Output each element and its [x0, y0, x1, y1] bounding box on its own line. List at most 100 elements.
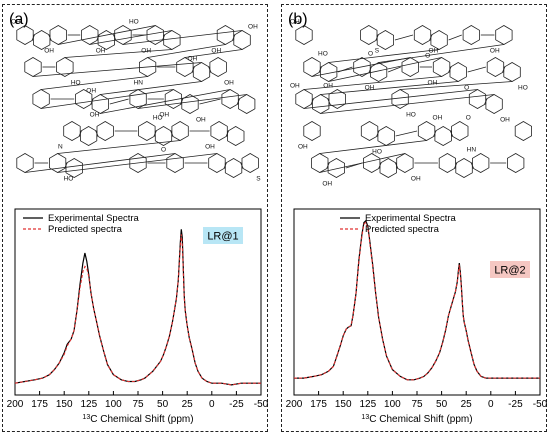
bond-line: [378, 162, 382, 169]
aromatic-ring-icon: [238, 94, 256, 114]
sample-badge: [490, 261, 530, 278]
x-tick-label: -25: [229, 399, 244, 410]
bond-line: [96, 34, 100, 41]
bond-line: [319, 153, 405, 173]
aromatic-ring-icon: [96, 121, 114, 141]
x-tick-label: 150: [56, 399, 73, 410]
bond-line: [318, 66, 322, 73]
bond-line: [31, 34, 35, 41]
aromatic-ring-icon: [486, 57, 505, 77]
aromatic-ring-icon: [138, 121, 156, 141]
x-tick-label: 50: [436, 399, 448, 410]
atom-label: HN: [134, 80, 144, 87]
atom-label: HO: [71, 80, 81, 87]
atom-label: S: [375, 48, 380, 55]
bond-line: [303, 89, 478, 109]
bond-line: [147, 44, 226, 58]
x-tick-label: 175: [310, 399, 327, 410]
aromatic-ring-icon: [514, 121, 533, 141]
sample-badge-label: LR@1: [207, 231, 238, 243]
aromatic-ring-icon: [91, 94, 109, 114]
bond-line: [162, 34, 166, 41]
x-tick-label: 200: [286, 399, 303, 410]
bond-line: [337, 66, 353, 73]
aromatic-ring-icon: [391, 89, 409, 109]
bond-line: [64, 49, 172, 58]
x-tick-label: -25: [508, 399, 523, 410]
bond-line: [310, 98, 314, 105]
bond-line: [395, 130, 418, 137]
aromatic-ring-icon: [176, 57, 194, 77]
aromatic-ring-icon: [506, 153, 525, 173]
aromatic-ring-icon: [210, 121, 228, 141]
atom-label: OH: [290, 83, 300, 90]
bond-line: [232, 34, 236, 41]
aromatic-ring-icon: [49, 153, 67, 173]
atom-label: OH: [290, 19, 300, 26]
aromatic-ring-icon: [65, 158, 83, 178]
bond-line: [138, 94, 247, 109]
bond-line: [184, 49, 243, 58]
atom-label: HO: [406, 112, 416, 119]
aromatic-ring-icon: [233, 30, 251, 50]
bond-line: [170, 130, 174, 137]
bond-line: [100, 81, 202, 95]
aromatic-ring-icon: [353, 57, 371, 77]
panel-a: (a) OH OH OH OH HN OH OH OH N HO OH HO O S OH HO OH HO OH O…: [2, 4, 269, 432]
aromatic-ring-icon: [303, 121, 321, 141]
bond-line: [375, 34, 379, 41]
spectrum-chart: 200 175 150 125 100 75 50 25 0 -25 -50 13C Chemical…: [7, 208, 269, 426]
aromatic-ring-icon: [227, 126, 245, 146]
aromatic-ring-icon: [295, 25, 313, 45]
aromatic-ring-icon: [166, 153, 184, 173]
bond-line: [395, 162, 399, 169]
atom-label: O: [425, 53, 430, 60]
legend-label: Experimental Spectra: [48, 213, 140, 224]
atom-label: OH: [44, 48, 54, 55]
aromatic-ring-icon: [451, 121, 469, 141]
x-axis-label: 13C Chemical Shift (ppm): [82, 414, 193, 426]
spectrum-chart: 200 175 150 125 100 75 50 25 0 -25 -50 13C Chemical…: [286, 208, 548, 425]
bond-line: [225, 130, 229, 137]
aromatic-ring-icon: [75, 89, 93, 109]
aromatic-ring-icon: [311, 153, 329, 173]
aromatic-ring-icon: [413, 25, 432, 45]
x-tick-label: 125: [80, 399, 97, 410]
aromatic-ring-icon: [56, 57, 74, 77]
aromatic-ring-icon: [468, 89, 487, 109]
bond-line: [113, 34, 117, 41]
x-tick-label: 175: [31, 399, 48, 410]
atom-label: S: [256, 176, 261, 183]
x-tick-label: 150: [335, 399, 352, 410]
x-tick-label: 25: [182, 399, 194, 410]
x-tick-label: -50: [254, 399, 269, 410]
atom-label: OH: [500, 117, 510, 124]
bond-line: [122, 30, 243, 45]
bond-line: [109, 98, 129, 105]
aromatic-ring-icon: [16, 25, 34, 45]
legend-label: Predicted spectra: [48, 224, 123, 235]
bond-line: [470, 162, 474, 169]
x-tick-label: 100: [105, 399, 122, 410]
bond-line: [223, 162, 227, 169]
atom-label: OH: [433, 115, 443, 122]
bond-line: [64, 162, 68, 169]
aromatic-ring-icon: [327, 158, 345, 178]
bond-line: [433, 130, 437, 137]
aromatic-ring-icon: [146, 25, 164, 45]
atom-label: OH: [411, 176, 421, 183]
atom-label: OH: [365, 85, 375, 92]
aromatic-ring-icon: [360, 121, 379, 141]
aromatic-ring-icon: [328, 89, 346, 109]
x-tick-label: 100: [384, 399, 401, 410]
bond-line: [394, 34, 414, 41]
atom-label: OH: [141, 48, 151, 55]
atom-label: O: [161, 147, 166, 154]
bond-line: [153, 130, 157, 137]
bond-line: [448, 66, 452, 73]
atom-label: HO: [318, 51, 328, 58]
atom-label: OH: [188, 56, 198, 63]
atom-label: O: [464, 85, 469, 92]
